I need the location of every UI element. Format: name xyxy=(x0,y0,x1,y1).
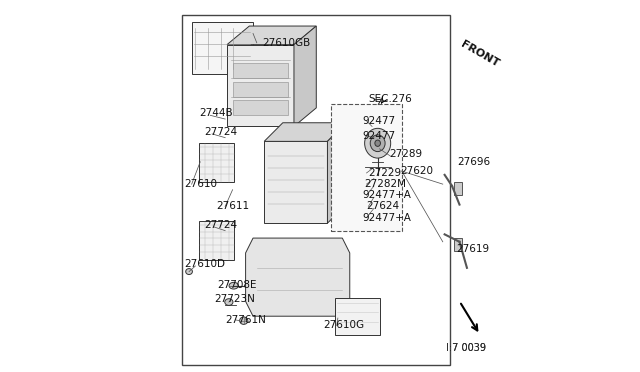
Text: 27611: 27611 xyxy=(216,202,249,211)
Text: 27610D: 27610D xyxy=(184,259,225,269)
Ellipse shape xyxy=(186,269,193,275)
Text: 92477+A: 92477+A xyxy=(363,190,412,200)
Text: 27724: 27724 xyxy=(205,127,238,137)
Text: 27708E: 27708E xyxy=(218,280,257,289)
Text: 27619: 27619 xyxy=(456,244,489,254)
Text: 2744B: 2744B xyxy=(199,109,233,118)
Bar xyxy=(232,63,289,78)
Text: I:7 0039: I:7 0039 xyxy=(447,343,486,353)
Text: 27620: 27620 xyxy=(400,166,433,176)
Text: 27282M: 27282M xyxy=(365,179,406,189)
Bar xyxy=(454,182,462,195)
Bar xyxy=(331,104,402,231)
Polygon shape xyxy=(246,238,349,316)
Text: 27724: 27724 xyxy=(205,220,238,230)
Bar xyxy=(182,15,450,365)
Ellipse shape xyxy=(239,317,248,324)
Text: I:7 0039: I:7 0039 xyxy=(447,343,486,353)
Text: 27761N: 27761N xyxy=(225,315,266,325)
Bar xyxy=(454,238,462,251)
Text: 92477+A: 92477+A xyxy=(363,213,412,222)
Text: 27696: 27696 xyxy=(458,157,491,167)
Text: 27289: 27289 xyxy=(389,150,422,159)
Text: 27229: 27229 xyxy=(369,168,401,178)
Ellipse shape xyxy=(375,140,380,147)
Text: 27723N: 27723N xyxy=(214,295,255,304)
Bar xyxy=(191,22,253,74)
Ellipse shape xyxy=(370,135,385,152)
Polygon shape xyxy=(294,26,316,126)
Text: 27610: 27610 xyxy=(184,179,217,189)
Polygon shape xyxy=(328,123,346,223)
Text: 27610GB: 27610GB xyxy=(262,38,310,48)
Polygon shape xyxy=(227,26,316,45)
Ellipse shape xyxy=(225,299,233,305)
Text: SEC.276: SEC.276 xyxy=(369,94,412,103)
Bar xyxy=(335,298,380,335)
Bar xyxy=(199,143,234,182)
Bar xyxy=(227,45,294,126)
Bar xyxy=(199,221,234,260)
Ellipse shape xyxy=(229,282,238,289)
Text: FRONT: FRONT xyxy=(460,39,501,69)
Ellipse shape xyxy=(365,128,390,158)
Text: 27624: 27624 xyxy=(367,202,399,211)
Text: 92477: 92477 xyxy=(363,131,396,141)
Polygon shape xyxy=(264,123,346,141)
Text: 92477: 92477 xyxy=(363,116,396,126)
Text: 27610G: 27610G xyxy=(324,321,365,330)
Bar xyxy=(264,141,328,223)
Bar xyxy=(232,100,289,115)
Bar xyxy=(232,82,289,97)
